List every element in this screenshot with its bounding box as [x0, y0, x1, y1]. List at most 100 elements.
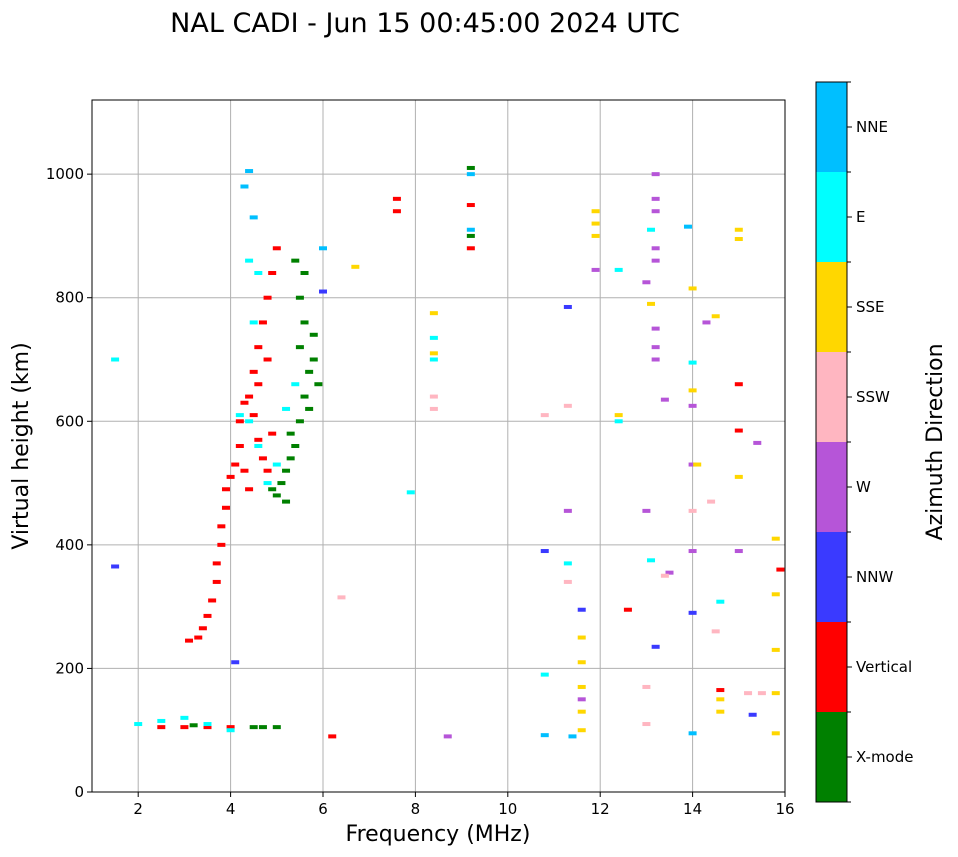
data-point [577, 684, 586, 689]
colorbar-category-label: NNW [856, 568, 893, 586]
data-point [707, 499, 716, 504]
colorbar-category-label: SSW [856, 388, 890, 406]
data-point [651, 644, 660, 649]
data-point [688, 549, 697, 554]
data-point [688, 731, 697, 736]
y-tick-label: 600 [55, 412, 84, 430]
x-tick-label: 2 [133, 800, 143, 818]
data-point [328, 734, 337, 739]
data-point [291, 258, 300, 263]
x-tick-label: 16 [775, 800, 794, 818]
data-point [591, 221, 600, 226]
data-point [651, 326, 660, 331]
data-point [392, 196, 401, 201]
x-tick-label: 14 [683, 800, 702, 818]
data-point [647, 301, 656, 306]
x-tick-label: 8 [411, 800, 421, 818]
data-point [577, 697, 586, 702]
data-point [111, 564, 120, 569]
data-point [337, 595, 346, 600]
data-point [688, 462, 697, 467]
data-point [614, 413, 623, 418]
data-point [734, 227, 743, 232]
x-tick-label: 12 [591, 800, 610, 818]
data-point [231, 462, 240, 467]
data-point [614, 419, 623, 424]
data-point [734, 474, 743, 479]
data-point [429, 394, 438, 399]
y-tick-label: 0 [74, 783, 84, 801]
data-point [734, 237, 743, 242]
data-point [734, 549, 743, 554]
data-point [254, 271, 263, 275]
data-point [221, 487, 230, 492]
data-point [282, 499, 291, 504]
data-point [688, 508, 697, 513]
colorbar-category-label: Vertical [856, 658, 912, 676]
data-point [688, 360, 697, 365]
colorbar-segment [816, 532, 847, 622]
data-point [254, 382, 263, 387]
data-point [272, 493, 281, 498]
data-point [466, 233, 475, 238]
data-point [406, 490, 415, 495]
data-point [111, 357, 120, 362]
series-w [443, 172, 762, 739]
data-point [319, 246, 327, 251]
data-point [702, 320, 711, 325]
data-point [716, 697, 725, 702]
data-point [295, 295, 304, 300]
data-point [466, 203, 475, 208]
data-point [660, 573, 669, 578]
data-point [226, 725, 235, 730]
data-point [300, 271, 309, 275]
chart-title: NAL CADI - Jun 15 00:45:00 2024 UTC [170, 8, 680, 39]
data-point [180, 725, 189, 730]
data-point [540, 672, 549, 677]
data-point [591, 267, 600, 272]
data-point [157, 725, 166, 730]
data-point [753, 440, 762, 445]
data-point [272, 246, 281, 251]
data-point [651, 209, 660, 214]
data-point [282, 406, 291, 411]
plot-area [92, 100, 785, 792]
colorbar-category-label: W [856, 478, 871, 496]
data-point [185, 638, 194, 643]
data-point [771, 691, 780, 696]
data-point [711, 629, 720, 634]
colorbar: X-mode Vertical NNW W SSW SSE E NNE [815, 81, 913, 803]
data-point [245, 419, 254, 424]
data-point [716, 709, 725, 714]
data-point [235, 413, 244, 418]
data-point [744, 691, 753, 696]
data-point [235, 419, 244, 424]
data-point [258, 725, 267, 730]
series-ssw [337, 394, 766, 727]
data-point [466, 246, 475, 251]
data-point [429, 357, 438, 362]
data-point [748, 712, 757, 717]
x-axis-ticks: 2 4 6 8 10 12 14 16 [133, 792, 795, 818]
y-tick-label: 400 [55, 536, 84, 554]
data-point [683, 224, 692, 229]
data-point [563, 403, 572, 408]
y-tick-label: 800 [55, 289, 84, 307]
colorbar-category-label: X-mode [856, 748, 913, 766]
data-point [651, 172, 660, 177]
colorbar-segment [816, 82, 847, 172]
data-point [212, 579, 221, 584]
colorbar-frame [815, 81, 848, 803]
data-point [226, 728, 235, 733]
data-point [563, 508, 572, 513]
data-point [157, 718, 166, 723]
data-point [258, 320, 267, 325]
data-point [295, 419, 304, 424]
data-point [716, 599, 725, 604]
data-point [217, 542, 226, 547]
data-point [221, 505, 230, 510]
data-point [263, 481, 272, 486]
data-point [309, 332, 318, 337]
data-point [305, 369, 314, 374]
data-point [660, 397, 669, 402]
